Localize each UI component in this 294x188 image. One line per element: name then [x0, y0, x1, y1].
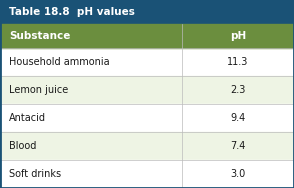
Text: Lemon juice: Lemon juice [9, 85, 68, 95]
Text: 11.3: 11.3 [228, 57, 249, 67]
Text: Substance: Substance [9, 31, 70, 41]
Bar [0, 160, 182, 188]
Bar [0, 76, 182, 104]
Text: pH: pH [230, 31, 246, 41]
Bar [0, 132, 182, 160]
Text: 2.3: 2.3 [230, 85, 246, 95]
Bar [0, 0, 294, 24]
Text: 7.4: 7.4 [230, 141, 246, 151]
Text: 9.4: 9.4 [230, 113, 246, 123]
Bar [0, 48, 182, 76]
Bar [182, 132, 294, 160]
Text: Antacid: Antacid [9, 113, 46, 123]
Text: 3.0: 3.0 [230, 169, 246, 179]
Text: Soft drinks: Soft drinks [9, 169, 61, 179]
Bar [182, 76, 294, 104]
Bar [0, 104, 182, 132]
Text: Table 18.8  pH values: Table 18.8 pH values [9, 7, 135, 17]
Text: Household ammonia: Household ammonia [9, 57, 109, 67]
Bar [182, 104, 294, 132]
Bar [182, 160, 294, 188]
Text: Blood: Blood [9, 141, 36, 151]
Bar [182, 48, 294, 76]
Bar [0, 24, 294, 48]
